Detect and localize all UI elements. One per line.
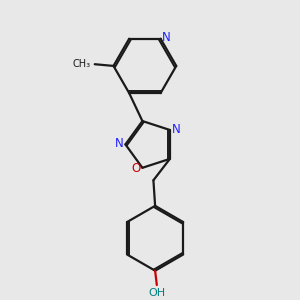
Text: OH: OH (148, 288, 165, 298)
Text: N: N (162, 31, 170, 44)
Text: N: N (115, 137, 124, 150)
Text: O: O (132, 162, 141, 175)
Text: CH₃: CH₃ (73, 59, 91, 69)
Text: N: N (172, 123, 180, 136)
